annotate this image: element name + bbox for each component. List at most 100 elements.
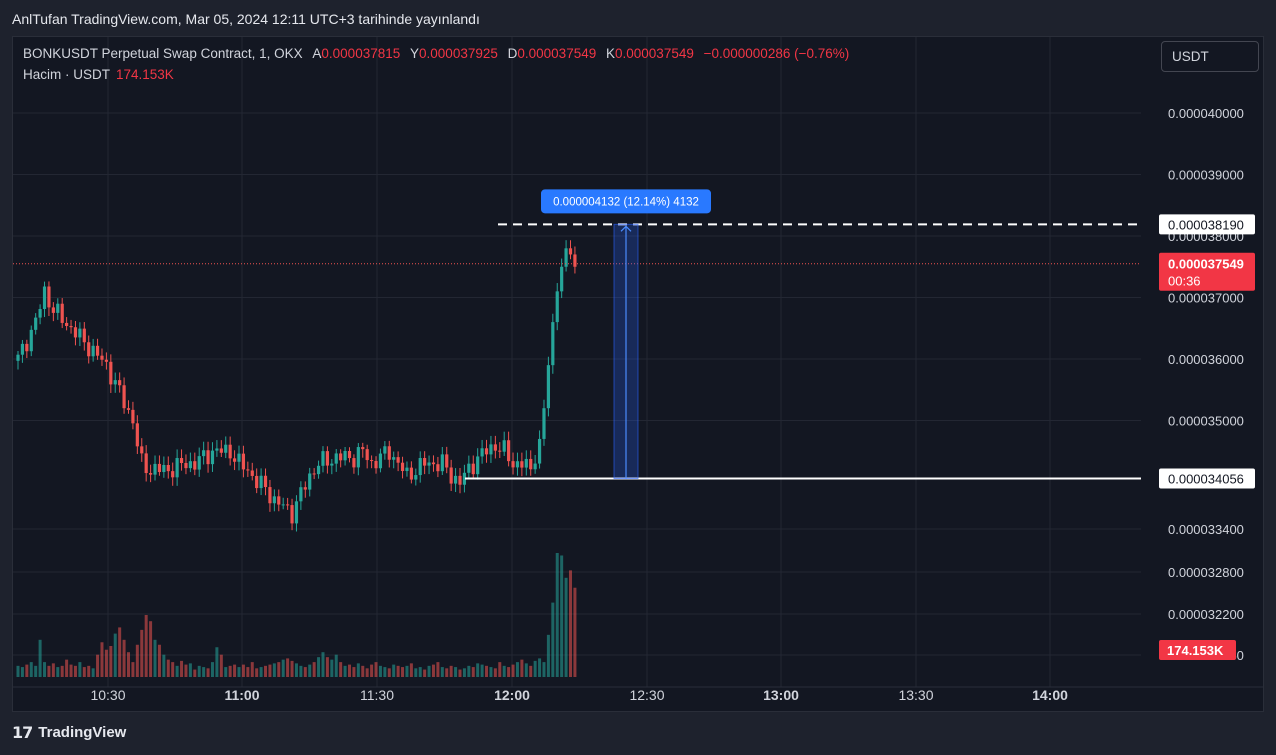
price-tick-label: 0.000036000 [1168,352,1244,367]
candle-body [25,343,29,352]
volume-tick-label: 0.000032200 [1168,607,1244,622]
close-label: K [606,46,616,61]
candle-body [16,354,20,361]
candle-body [135,423,139,447]
volume-bar [43,662,47,677]
candle-body [383,446,387,454]
symbol-title[interactable]: BONKUSDT Perpetual Swap Contract, 1, OKX [23,46,303,61]
open-label: A [312,46,322,61]
volume-bar [458,669,462,677]
volume-bar [480,664,484,677]
volume-bar [493,668,497,677]
candle-body [290,505,294,524]
candle-body [564,248,568,267]
current-price-tag-bg [1159,252,1255,291]
chart-panel[interactable]: 0.000004132 (12.14%) 4132 0.000040000 0.00… [12,36,1264,712]
candle-body [140,446,144,454]
candle-body [91,345,95,357]
volume-bar [502,665,506,677]
candle-body [365,449,369,461]
candle-body [325,451,329,466]
publish-info: AnlTufan TradingView.com, Mar 05, 2024 1… [12,11,480,27]
volume-bar [20,667,24,677]
candle-body [392,457,396,460]
volume-bar [334,654,338,677]
candle-body [453,475,458,484]
candle-body [462,472,467,485]
volume-bar [135,644,139,677]
volume-bar [122,639,126,677]
candle-body [38,309,42,318]
volume-label[interactable]: Hacim · USDT [23,67,110,82]
volume-bars [16,553,577,677]
candle-body [56,303,60,313]
volume-bar [392,664,396,677]
volume-bar [524,663,528,677]
high-label: Y [410,46,420,61]
volume-bar [259,667,263,677]
candle-body [542,408,546,439]
candle-body [529,458,533,470]
candle-body [255,475,259,489]
tradingview-logo[interactable]: 17 TradingView [12,723,126,742]
currency-button[interactable]: USDT [1161,41,1259,72]
volume-bar [171,662,175,677]
publish-header: AnlTufan TradingView.com, Mar 05, 2024 1… [0,0,1276,36]
candle-body [42,286,47,310]
volume-bar [569,570,572,677]
volume-bar [387,668,391,677]
candle-body [184,463,188,469]
volume-bar [356,663,360,677]
candle-body [502,440,506,452]
change-value: −0.000000286 (−0.76%) [703,46,850,61]
candle-body [551,322,555,366]
volume-bar [418,667,422,677]
volume-bar [533,660,537,677]
candle-body [157,463,162,473]
candle-body [113,380,117,385]
candle-body [232,458,237,462]
measure-label: 0.000004132 (12.14%) 4132 [553,196,699,208]
candle-body [352,458,356,468]
candle-body [82,328,86,343]
volume-bar [308,664,312,677]
candle-body [34,317,38,330]
candle-body [520,461,524,468]
volume-bar [29,662,33,677]
candle-body [396,457,400,463]
tradingview-logo-icon: 17 [12,723,33,742]
volume-bar [237,667,241,677]
volume-bar [264,665,268,677]
candle-body [480,448,484,457]
volume-bar [383,667,387,677]
candle-body [153,463,157,475]
candle-body [347,450,352,459]
candle-body [418,458,422,476]
price-axis [1141,37,1263,687]
candle-body [166,464,170,472]
volume-bar [507,667,511,677]
time-tick-label: 12:00 [494,687,530,703]
volume-bar [370,664,374,677]
volume-bar [414,668,418,677]
candle-body [202,450,206,457]
volume-bar [431,664,435,677]
volume-bar [445,668,449,677]
candlestick-chart[interactable]: 0.000004132 (12.14%) 4132 0.000040000 0.00… [13,37,1264,712]
volume-bar [564,577,568,677]
volume-tag: 174.153K [1167,643,1224,658]
volume-bar [241,664,245,677]
volume-bar [215,647,219,677]
candle-body [476,456,480,475]
candle-body [281,504,285,506]
candle-body [427,462,431,466]
volume-bar [303,667,307,677]
volume-bar [277,662,281,677]
volume-bar [573,587,577,677]
volume-bar [462,668,466,677]
candle-body [533,463,537,470]
candle-body [387,446,391,460]
time-tick-label: 13:00 [763,687,799,703]
volume-bar [476,663,480,677]
candle-body [69,325,73,328]
